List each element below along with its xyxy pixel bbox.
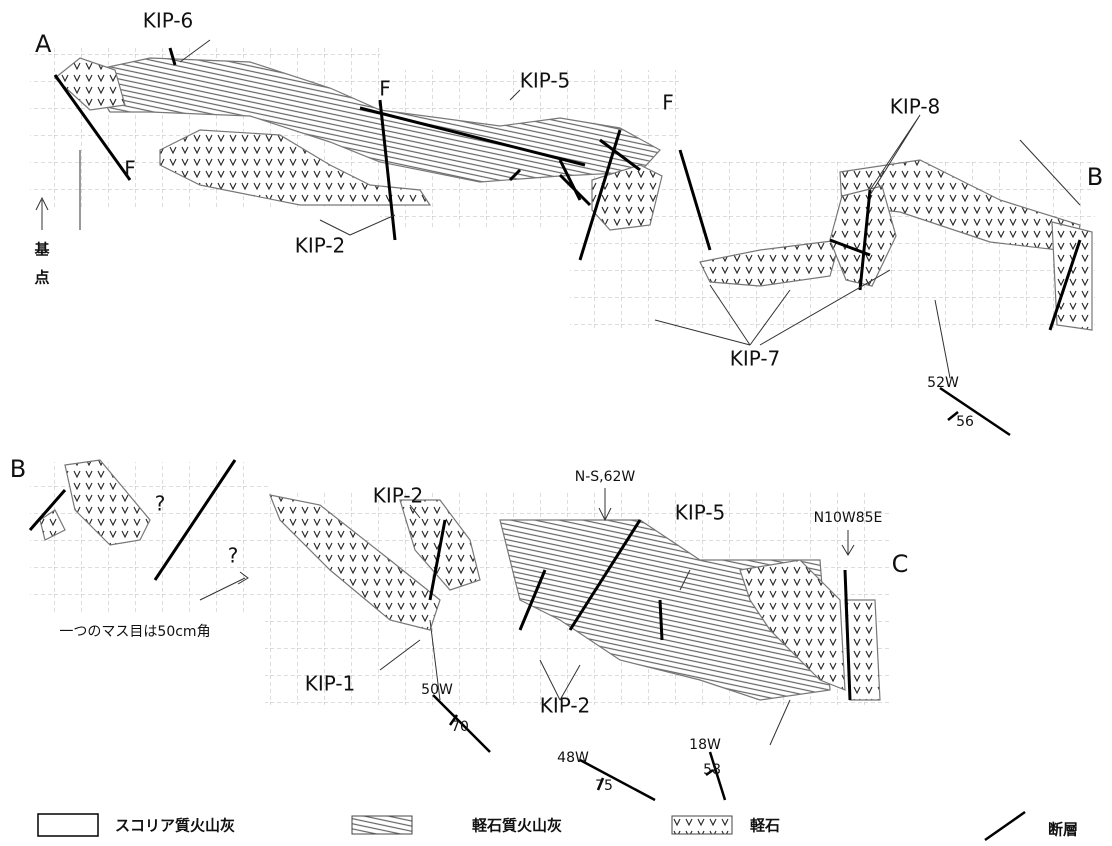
point-label: C (892, 550, 909, 578)
strike-label: 50W (421, 682, 453, 698)
unit-label: KIP-6 (143, 9, 194, 33)
point-label: B (10, 455, 26, 483)
unit-label: KIP-5 (675, 501, 726, 525)
grid-background-rect (30, 462, 270, 612)
legend-label: 断層 (1048, 821, 1078, 839)
unit-label: KIP-7 (730, 347, 781, 371)
point-label: B (1087, 163, 1103, 191)
unit-label: KIP-2 (540, 694, 591, 718)
legend-label: 軽石 (750, 817, 780, 835)
fault-note: N-S,62W (575, 469, 636, 485)
grid-note: 一つのマス目は50cm角 (59, 624, 210, 640)
fault-label: F (379, 77, 391, 101)
unknown-label: ? (155, 492, 166, 516)
legend-rect (352, 816, 412, 834)
strike-label: 48W (557, 750, 589, 766)
legend-path (985, 812, 1025, 840)
strata-top-path (940, 388, 1010, 435)
strike-label: 52W (927, 375, 959, 391)
unknown-label: ? (228, 544, 239, 568)
legend: スコリア質火山灰 軽石質火山灰 軽石 断層 (38, 812, 1078, 840)
unit-label: KIP-2 (373, 484, 424, 508)
unit-label: KIP-2 (295, 234, 346, 258)
strata-top-polygon (1052, 222, 1092, 330)
base-point-label: 点 (34, 269, 49, 287)
legend-rect (672, 816, 732, 834)
dip-label: 58 (703, 762, 721, 778)
fault-label: F (124, 157, 136, 181)
dip-label: 70 (451, 719, 469, 735)
base-point-label: 基 (33, 241, 50, 259)
legend-label: スコリア質火山灰 (115, 817, 235, 835)
legend-label: 軽石質火山灰 (472, 817, 562, 835)
geologic-sketch: A KIP-6 KIP-5 F F F KIP-8 B KIP-2 基 点 KI… (0, 0, 1112, 846)
point-label: A (35, 30, 52, 58)
unit-label: KIP-8 (890, 95, 941, 119)
dip-label: 56 (956, 414, 974, 430)
unit-label: KIP-5 (520, 69, 571, 93)
strike-label: 18W (689, 737, 721, 753)
dip-label: 75 (595, 778, 613, 794)
fault-note: N10W85E (814, 510, 883, 526)
fault-label: F (662, 91, 674, 115)
legend-rect (38, 814, 98, 836)
unit-label: KIP-1 (305, 672, 356, 696)
